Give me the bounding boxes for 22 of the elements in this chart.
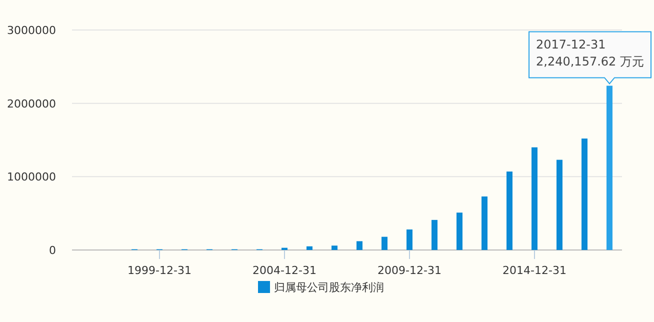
bar	[532, 147, 538, 250]
y-tick-label: 0	[49, 244, 56, 257]
bar	[506, 172, 512, 250]
bar	[432, 220, 438, 250]
bar	[482, 196, 488, 250]
bar	[456, 212, 462, 250]
y-tick-label: 1000000	[7, 170, 56, 184]
x-tick-label: 1999-12-31	[128, 264, 192, 277]
y-tick-label: 3000000	[7, 24, 56, 37]
annotation: 2017-12-31 2,240,157.62 万元	[536, 38, 644, 69]
y-tick-label: 2000000	[7, 97, 56, 110]
bar	[582, 138, 588, 250]
bar	[306, 246, 312, 250]
x-tick-label: 2009-12-31	[378, 264, 442, 277]
x-tick-label: 2004-12-31	[252, 264, 316, 277]
bar	[556, 160, 562, 250]
bar	[382, 236, 388, 250]
x-tick-label: 2014-12-31	[502, 264, 566, 277]
bar	[356, 241, 362, 250]
bar	[332, 246, 338, 250]
legend-label: 归属母公司股东净利润	[274, 281, 384, 294]
bar	[406, 229, 412, 250]
